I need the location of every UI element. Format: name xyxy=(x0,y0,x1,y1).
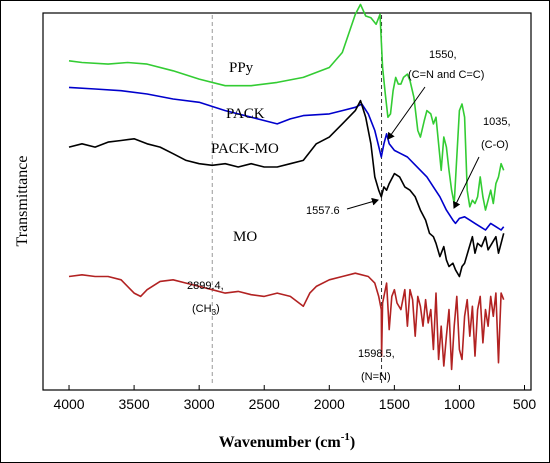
series-label-pack: PACK xyxy=(226,106,265,122)
annotation-1550-line1: 1550, xyxy=(429,49,457,61)
x-axis-label-close: ) xyxy=(350,434,355,451)
x-axis-label: Wavenumber (cm-1) xyxy=(219,431,355,451)
annotation-1035-line1: 1035, xyxy=(483,116,511,128)
annotation-2899-line1: 2899.4, xyxy=(187,280,224,292)
annotation-1557: 1557.6 xyxy=(306,205,340,217)
annotation-arrow-1557 xyxy=(346,197,379,210)
x-axis-label-main: Wavenumber (cm xyxy=(219,434,342,451)
x-tick-label-3500: 3500 xyxy=(119,396,150,412)
series-line-pack xyxy=(68,86,505,231)
x-axis-label-sup: -1 xyxy=(341,431,350,443)
series-label-pack-mo: PACK-MO xyxy=(211,141,279,157)
plot-frame xyxy=(42,12,532,391)
series-line-ppy xyxy=(68,3,505,211)
series-label-mo: MO xyxy=(233,229,257,245)
x-tick-label-4000: 4000 xyxy=(53,396,84,412)
annotation-1598-line2: (N=N) xyxy=(361,371,391,383)
x-tick-label-1000: 1000 xyxy=(444,396,475,412)
annotation-arrow-1550 xyxy=(387,86,426,140)
annotation-1550-line2: (C=N and C=C) xyxy=(408,69,484,81)
series-line-mo xyxy=(68,272,505,371)
annotation-1598-line1: 1598.5, xyxy=(358,348,395,360)
x-tick-label-500: 500 xyxy=(513,396,537,412)
x-tick-label-3000: 3000 xyxy=(184,396,215,412)
series-label-ppy: PPy xyxy=(229,60,254,76)
annotation-2899-line2: (CH3) xyxy=(192,303,220,317)
ch3-subscript: 3 xyxy=(212,308,217,317)
annotation-arrow-1035 xyxy=(453,156,480,209)
x-tick-label-1500: 1500 xyxy=(379,396,410,412)
y-axis-label: Transmittance xyxy=(14,156,31,247)
x-tick-label-2500: 2500 xyxy=(249,396,280,412)
series-line-pack-mo xyxy=(68,99,505,278)
x-tick-label-2000: 2000 xyxy=(314,396,345,412)
annotation-1035-line2: (C-O) xyxy=(481,139,509,151)
